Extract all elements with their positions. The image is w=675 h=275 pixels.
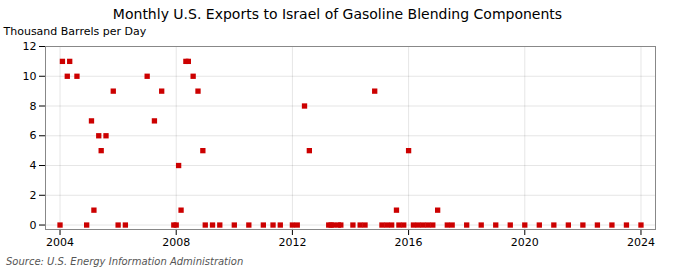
svg-text:10: 10	[23, 70, 37, 83]
svg-text:2004: 2004	[46, 236, 74, 249]
html-text:Monthly U.S. Exports to Israel: Monthly U.S. Exports to Israel of Gasoli…	[112, 6, 563, 22]
svg-text:4: 4	[30, 159, 37, 172]
svg-text:12: 12	[23, 40, 37, 53]
svg-text:2016: 2016	[395, 236, 423, 249]
svg-text:Thousand Barrels per Day: Thousand Barrels per Day	[3, 25, 147, 38]
svg-text:8: 8	[30, 100, 37, 113]
svg-text:2: 2	[30, 189, 37, 202]
svg-text:2024: 2024	[627, 236, 655, 249]
svg-text:2020: 2020	[511, 236, 539, 249]
svg-text:2008: 2008	[162, 236, 190, 249]
html-text:Source: U.S. Energy Informatio: Source: U.S. Energy Information Administ…	[6, 256, 244, 267]
svg-text:0: 0	[30, 219, 37, 232]
svg-text:2012: 2012	[278, 236, 306, 249]
svg-text:6: 6	[30, 129, 37, 142]
